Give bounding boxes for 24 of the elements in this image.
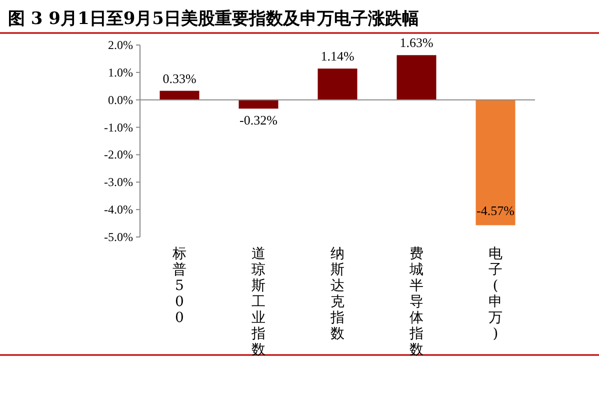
bar: [318, 68, 358, 100]
bar: [238, 100, 278, 109]
y-tick-label: 2.0%: [108, 38, 133, 52]
data-label: -4.57%: [476, 203, 515, 218]
y-tick-label: -4.0%: [104, 202, 133, 217]
y-tick-label: -2.0%: [104, 148, 133, 162]
x-tick-label: 道琼斯工业指数: [250, 246, 266, 358]
y-tick-label: 1.0%: [108, 65, 133, 80]
y-tick-label: -5.0%: [104, 230, 133, 244]
data-label: 0.33%: [162, 70, 196, 86]
y-tick-label: 0.0%: [108, 92, 133, 107]
chart-title: 图 3 9月1日至9月5日美股重要指数及申万电子涨跌幅: [8, 9, 419, 29]
bar: [396, 55, 436, 100]
data-label: -0.32%: [240, 112, 278, 128]
data-label: 1.14%: [320, 48, 354, 64]
y-tick-label: -1.0%: [104, 120, 133, 134]
bar: [476, 100, 516, 226]
bar: [160, 90, 200, 100]
x-tick-label: 电子(申万): [488, 246, 502, 342]
y-tick-label: -3.0%: [104, 175, 133, 190]
x-tick-label: 费城半导体指数: [408, 246, 424, 358]
x-tick-label: 标普500: [172, 246, 186, 326]
x-tick-label: 纳斯达克指数: [330, 246, 344, 342]
data-label: 1.63%: [400, 35, 434, 50]
